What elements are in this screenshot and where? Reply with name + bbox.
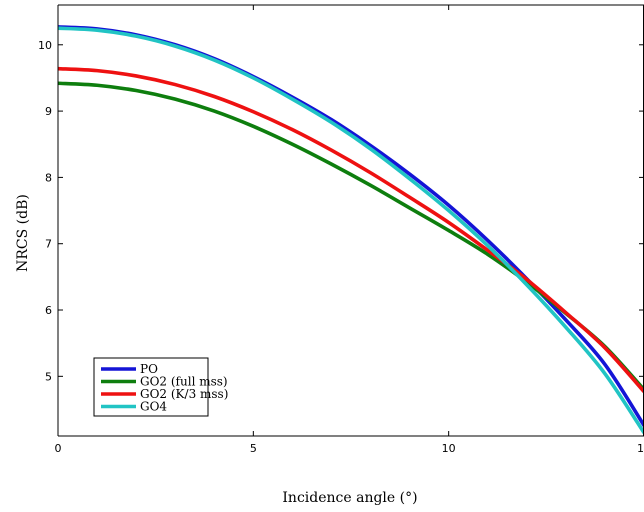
y-tick-label: 8 <box>45 171 52 184</box>
y-tick-label: 6 <box>45 304 52 317</box>
legend-label: GO2 (K/3 mss) <box>140 387 228 401</box>
legend-label: PO <box>140 362 158 376</box>
x-tick-label: 5 <box>250 442 257 455</box>
y-axis-title: NRCS (dB) <box>15 194 31 272</box>
x-axis-title: Incidence angle (°) <box>282 490 417 506</box>
series-line-2 <box>58 66 644 394</box>
x-tick-label: 0 <box>55 442 62 455</box>
y-tick-label: 5 <box>45 370 52 383</box>
series-lines <box>58 25 644 435</box>
legend-label: GO4 <box>140 400 167 414</box>
x-tick-label: 15 <box>637 442 644 455</box>
y-tick-label: 10 <box>38 39 52 52</box>
x-tick-label: 10 <box>442 442 456 455</box>
y-tick-label: 7 <box>45 238 52 251</box>
y-tick-label: 9 <box>45 105 52 118</box>
legend-label: GO2 (full mss) <box>140 375 228 389</box>
series-line-3 <box>58 26 644 435</box>
